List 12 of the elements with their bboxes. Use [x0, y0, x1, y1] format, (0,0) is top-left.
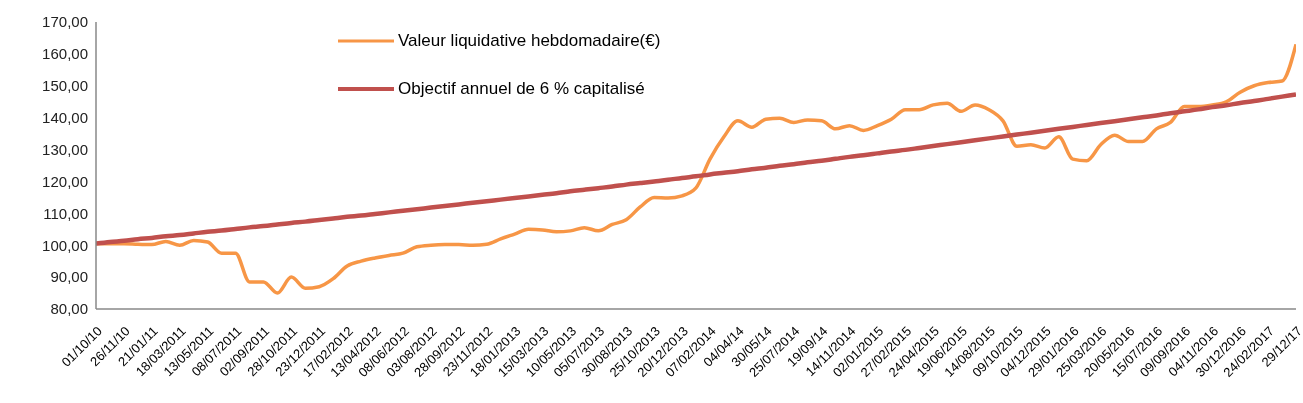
y-tick-label: 170,00 [42, 13, 88, 31]
y-tick-label: 80,00 [50, 300, 88, 318]
legend-label: Objectif annuel de 6 % capitalisé [398, 79, 645, 99]
y-tick-label: 160,00 [42, 45, 88, 63]
y-tick-label: 120,00 [42, 172, 88, 190]
y-tick-label: 100,00 [42, 236, 88, 254]
y-tick-label: 140,00 [42, 108, 88, 126]
y-tick-label: 150,00 [42, 77, 88, 95]
y-tick-label: 90,00 [50, 268, 88, 286]
y-tick-label: 130,00 [42, 140, 88, 158]
y-tick-label: 110,00 [43, 204, 88, 222]
legend-label: Valeur liquidative hebdomadaire(€) [398, 31, 661, 51]
